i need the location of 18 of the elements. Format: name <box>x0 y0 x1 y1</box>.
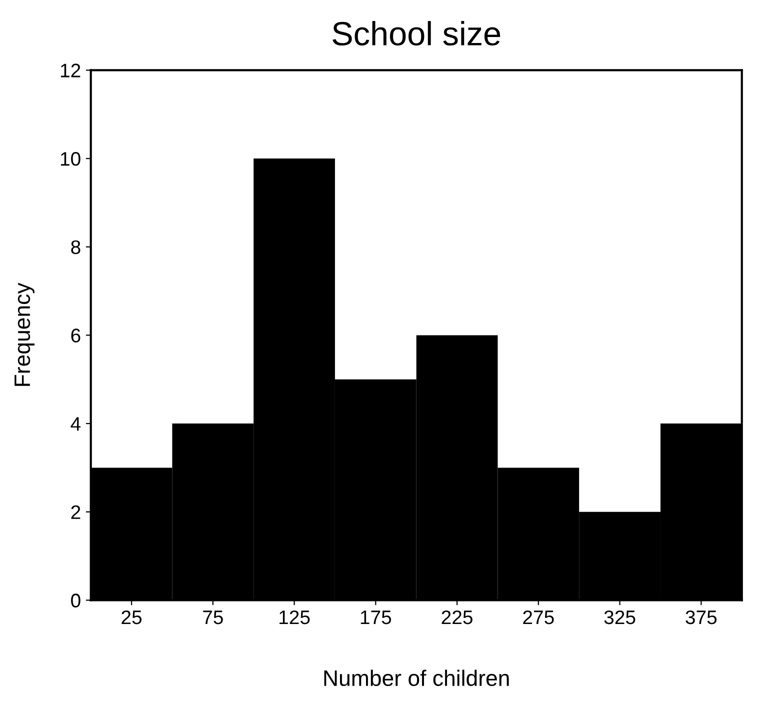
y-tick-label: 4 <box>70 417 81 431</box>
x-tick-label: 125 <box>280 610 310 624</box>
y-tick-label: 0 <box>71 594 80 608</box>
y-tick-label: 2 <box>71 505 80 519</box>
x-axis-title: Number of children <box>324 670 509 686</box>
x-tick-label: 25 <box>122 610 142 624</box>
y-tick-label: 6 <box>71 328 80 342</box>
x-tick-label: 325 <box>604 610 636 624</box>
y-tick-label: 10 <box>60 152 80 166</box>
x-tick-label: 225 <box>442 610 472 624</box>
x-tick-label: 375 <box>686 610 717 624</box>
y-axis-title: Frequency <box>14 282 34 386</box>
chart-title: School size <box>332 21 500 46</box>
y-tick-label: 8 <box>71 240 80 254</box>
x-tick-label: 175 <box>360 610 392 624</box>
x-tick-label: 75 <box>203 610 223 624</box>
y-tick-label: 12 <box>60 64 80 78</box>
x-tick-label: 275 <box>523 610 554 624</box>
